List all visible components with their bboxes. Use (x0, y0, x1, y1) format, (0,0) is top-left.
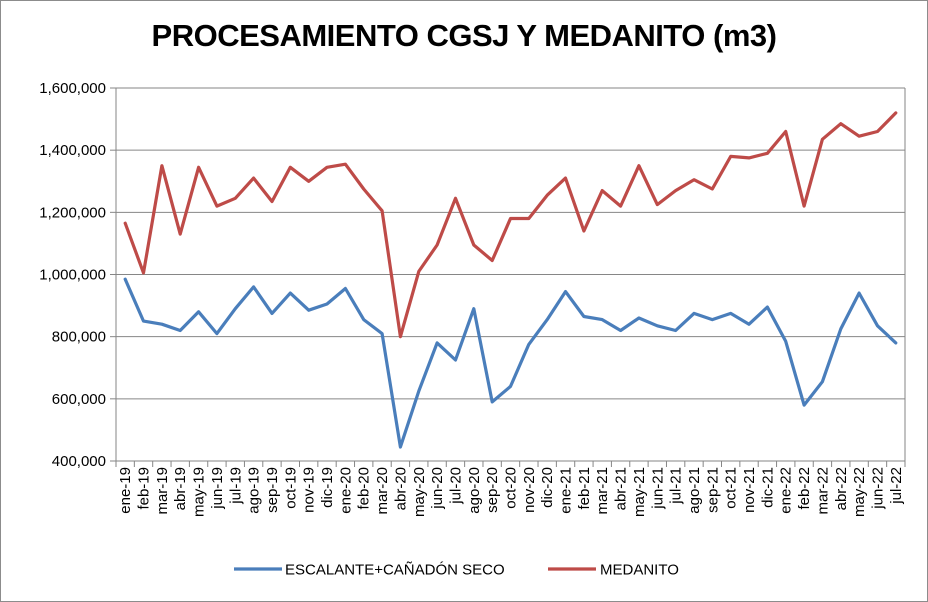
x-tick-label: dic-21 (759, 467, 776, 508)
x-tick-label: abr-19 (172, 467, 189, 510)
x-tick-label: ago-20 (466, 467, 483, 514)
x-tick-label: may-22 (851, 467, 868, 517)
series-line-escalante-canadon-seco (123, 277, 898, 449)
x-tick-label: ene-19 (117, 467, 134, 514)
x-tick-label: sep-19 (264, 467, 281, 513)
x-tick-label: abr-20 (392, 467, 409, 510)
x-tick-label: jun-22 (869, 467, 886, 510)
x-tick-label: may-20 (411, 467, 428, 517)
x-tick-label: ene-22 (778, 467, 795, 514)
x-tick-label: feb-20 (356, 467, 373, 510)
x-tick-label: jul-21 (668, 467, 685, 505)
x-tick-label: jul-22 (888, 467, 905, 505)
x-tick-label: mar-19 (154, 467, 171, 515)
x-tick-label: jul-20 (447, 467, 464, 505)
x-tick-label: ago-21 (686, 467, 703, 514)
x-tick-label: mar-20 (374, 467, 391, 515)
x-tick-label: ago-19 (246, 467, 263, 514)
x-tick-label: mar-22 (814, 467, 831, 515)
legend-label: MEDANITO (600, 562, 679, 579)
x-tick-label: jun-20 (429, 467, 446, 510)
x-tick-label: dic-19 (319, 467, 336, 508)
x-tick-label: nov-21 (741, 467, 758, 513)
x-tick-label: oct-19 (282, 467, 299, 509)
series-line-medanito (123, 111, 898, 339)
x-tick-label: nov-20 (521, 467, 538, 513)
x-tick-label: ene-20 (337, 467, 354, 514)
chart-title: PROCESAMIENTO CGSJ Y MEDANITO (m3) (151, 18, 777, 53)
x-tick-label: jul-19 (227, 467, 244, 505)
x-tick-label: feb-21 (576, 467, 593, 510)
x-tick-label: jun-19 (209, 467, 226, 510)
x-tick-label: sep-21 (704, 467, 721, 513)
x-tick-label: ene-21 (558, 467, 575, 514)
legend-label: ESCALANTE+CAÑADÓN SECO (285, 562, 505, 579)
x-tick-label: may-21 (631, 467, 648, 517)
x-tick-label: dic-20 (539, 467, 556, 508)
x-tick-label: jun-21 (649, 467, 666, 510)
x-tick-label: sep-20 (484, 467, 501, 513)
y-tick-label: 1,200,000 (39, 204, 106, 221)
y-tick-label: 400,000 (52, 453, 106, 470)
x-tick-label: mar-21 (594, 467, 611, 515)
y-tick-label: 800,000 (52, 329, 106, 346)
y-tick-label: 1,600,000 (39, 80, 106, 97)
x-tick-label: abr-22 (833, 467, 850, 510)
y-tick-label: 600,000 (52, 391, 106, 408)
x-tick-label: may-19 (191, 467, 208, 517)
x-tick-label: feb-19 (136, 467, 153, 510)
y-tick-label: 1,000,000 (39, 267, 106, 284)
y-tick-label: 1,400,000 (39, 142, 106, 159)
x-tick-label: oct-20 (503, 467, 520, 509)
x-tick-label: feb-22 (796, 467, 813, 510)
x-tick-label: nov-19 (301, 467, 318, 513)
x-tick-label: oct-21 (723, 467, 740, 509)
x-tick-label: abr-21 (613, 467, 630, 510)
